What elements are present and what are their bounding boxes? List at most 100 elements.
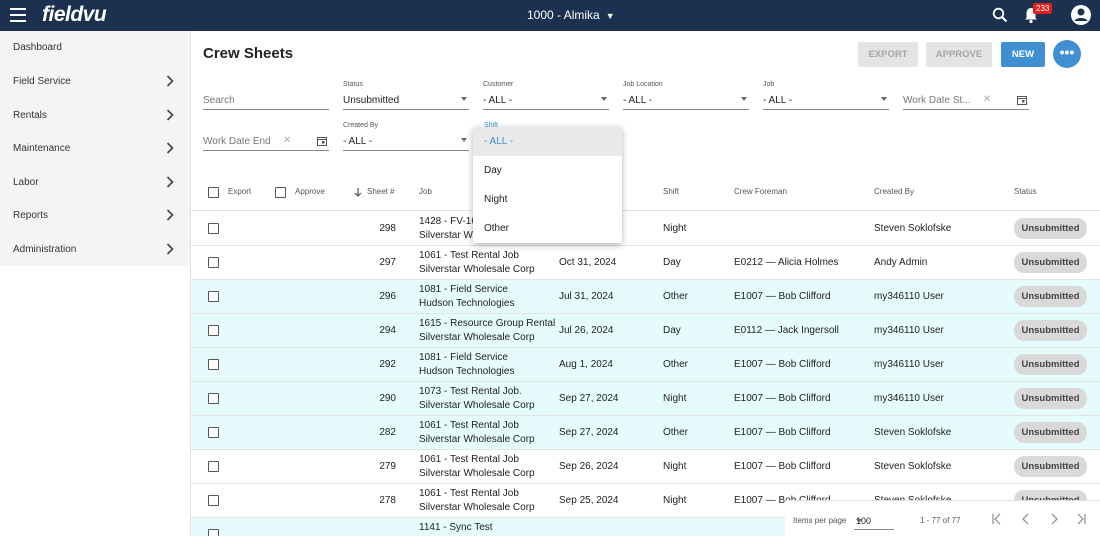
row-export-checkbox[interactable] [208,393,219,404]
job-customer: Hudson Technologies [419,366,515,377]
row-export-checkbox[interactable] [208,529,219,536]
job-name: 1061 - Test Rental Job [419,420,519,431]
search-input[interactable]: Search [203,86,329,110]
job-filter-select[interactable]: Job - ALL - [763,81,889,110]
shift-option-night[interactable]: Night [484,194,508,205]
table-row[interactable]: 294 1615 - Resource Group Rental Silversta… [191,314,1100,348]
work-date: Oct 31, 2024 [559,257,617,268]
created-by: Steven Soklofske [874,461,952,472]
customer-filter-select[interactable]: Customer - ALL - [483,81,609,110]
search-icon[interactable] [992,7,1008,23]
sheet-number: 296 [379,291,396,302]
shift-option-day[interactable]: Day [484,165,502,176]
paginator: Items per page 100 1 - 77 of 77 [785,500,1100,536]
sidebar-item-administration[interactable]: Administration [0,233,190,266]
job-name: 1073 - Test Rental Job. [419,386,522,397]
export-all-checkbox[interactable] [208,187,219,198]
job-location-filter-select[interactable]: Job Location - ALL - [623,81,749,110]
sort-descending-arrow-icon[interactable] [354,188,362,197]
table-row[interactable]: 279 1061 - Test Rental Job Silverstar Whol… [191,450,1100,484]
table-row[interactable]: 298 1428 - FV-16 Silverstar Wh Night Steven … [191,212,1100,246]
new-button[interactable]: NEW [1001,42,1045,67]
row-export-checkbox[interactable] [208,223,219,234]
job-cell: 1061 - Test Rental Job Silverstar Wholesa… [419,419,535,447]
sidebar-item-field-service[interactable]: Field Service [0,65,190,98]
shift-value: Day [663,325,681,336]
job-column-header[interactable]: Job [419,187,432,196]
table-row[interactable]: 290 1073 - Test Rental Job. Silverstar Who… [191,382,1100,416]
job-name: 1061 - Test Rental Job [419,250,519,261]
status-badge: Unsubmitted [1014,354,1087,375]
created-by: my346110 User [874,325,944,336]
work-date-end-field[interactable]: Work Date End ✕ [203,127,329,151]
job-cell: 1081 - Field Service Hudson Technologies [419,283,514,311]
sidebar-item-rentals[interactable]: Rentals [0,99,190,132]
shift-option-other[interactable]: Other [484,223,510,234]
job-cell: 1615 - Resource Group Rental Silverstar W… [419,317,555,345]
export-button[interactable]: EXPORT [858,42,918,67]
first-page-icon[interactable] [990,512,1004,526]
row-export-checkbox[interactable] [208,291,219,302]
hamburger-menu-icon[interactable] [10,8,26,22]
row-export-checkbox[interactable] [208,359,219,370]
sidebar-item-maintenance[interactable]: Maintenance [0,132,190,165]
work-date-start-field[interactable]: Work Date St... ✕ [903,86,1029,110]
notification-count-badge: 233 [1033,3,1053,14]
shift-value: Night [663,393,687,404]
job-name: 1061 - Test Rental Job [419,488,519,499]
table-row[interactable]: 282 1061 - Test Rental Job Silverstar Whol… [191,416,1100,450]
sidebar-item-dashboard[interactable]: Dashboard [0,31,190,64]
export-column-header: Export [228,187,252,196]
account-avatar-icon[interactable] [1070,4,1092,26]
page-size-select[interactable]: 100 [854,510,894,530]
calendar-icon[interactable] [1017,95,1027,105]
sidebar-item-reports[interactable]: Reports [0,199,190,232]
row-export-checkbox[interactable] [208,427,219,438]
row-export-checkbox[interactable] [208,461,219,472]
status-filter-select[interactable]: Status Unsubmitted [343,81,469,110]
next-page-icon[interactable] [1047,512,1061,526]
job-name: 1081 - Field Service [419,352,508,363]
sheet-number: 298 [379,223,396,234]
table-row[interactable]: 297 1061 - Test Rental Job Silverstar Whol… [191,246,1100,280]
crew-foreman: E1007 — Bob Clifford [734,461,831,472]
status-column-header[interactable]: Status [1014,187,1037,196]
table-row[interactable]: 292 1081 - Field Service Hudson Technologi… [191,348,1100,382]
company-selector[interactable]: 1000 - Almika ▼ [527,8,615,22]
row-export-checkbox[interactable] [208,325,219,336]
sidebar-item-label: Field Service [13,76,71,87]
work-date-end-placeholder: Work Date End [203,136,271,147]
sidebar-item-label: Dashboard [13,42,62,53]
approve-button[interactable]: APPROVE [926,42,992,67]
clear-icon[interactable]: ✕ [283,135,292,146]
crew-foreman: E0112 — Jack Ingersoll [734,325,839,336]
job-customer: Hudson Technologies [419,298,515,309]
shift-filter-label: Shift [484,122,499,129]
job-customer: Silverstar Wholesale Corp [419,434,535,445]
status-badge: Unsubmitted [1014,286,1087,307]
created-by-filter-select[interactable]: Created By - ALL - [343,122,469,151]
shift-option-all[interactable]: - ALL - [473,127,622,156]
shift-value: Night [663,223,687,234]
last-page-icon[interactable] [1074,512,1088,526]
shift-value: Day [663,257,681,268]
more-options-button[interactable]: ••• [1053,40,1081,68]
table-row[interactable]: 296 1081 - Field Service Hudson Technologi… [191,280,1100,314]
job-cell: 1428 - FV-16 Silverstar Wh [419,215,478,243]
app-logo[interactable]: fieldvu [42,3,107,26]
clear-icon[interactable]: ✕ [983,94,992,105]
chevron-right-icon [166,142,174,154]
previous-page-icon[interactable] [1019,512,1033,526]
created-by: my346110 User [874,393,944,404]
row-export-checkbox[interactable] [208,257,219,268]
sidebar-item-labor[interactable]: Labor [0,166,190,199]
crew-foreman-column-header[interactable]: Crew Foreman [734,187,787,196]
calendar-icon[interactable] [317,136,327,146]
job-customer: Silverstar Wholesale Corp [419,502,535,513]
row-export-checkbox[interactable] [208,495,219,506]
shift-value: Night [663,495,687,506]
sheet-column-header[interactable]: Sheet # [367,187,395,196]
shift-column-header[interactable]: Shift [663,187,680,196]
approve-all-checkbox[interactable] [275,187,286,198]
created-by-column-header[interactable]: Created By [874,187,915,196]
